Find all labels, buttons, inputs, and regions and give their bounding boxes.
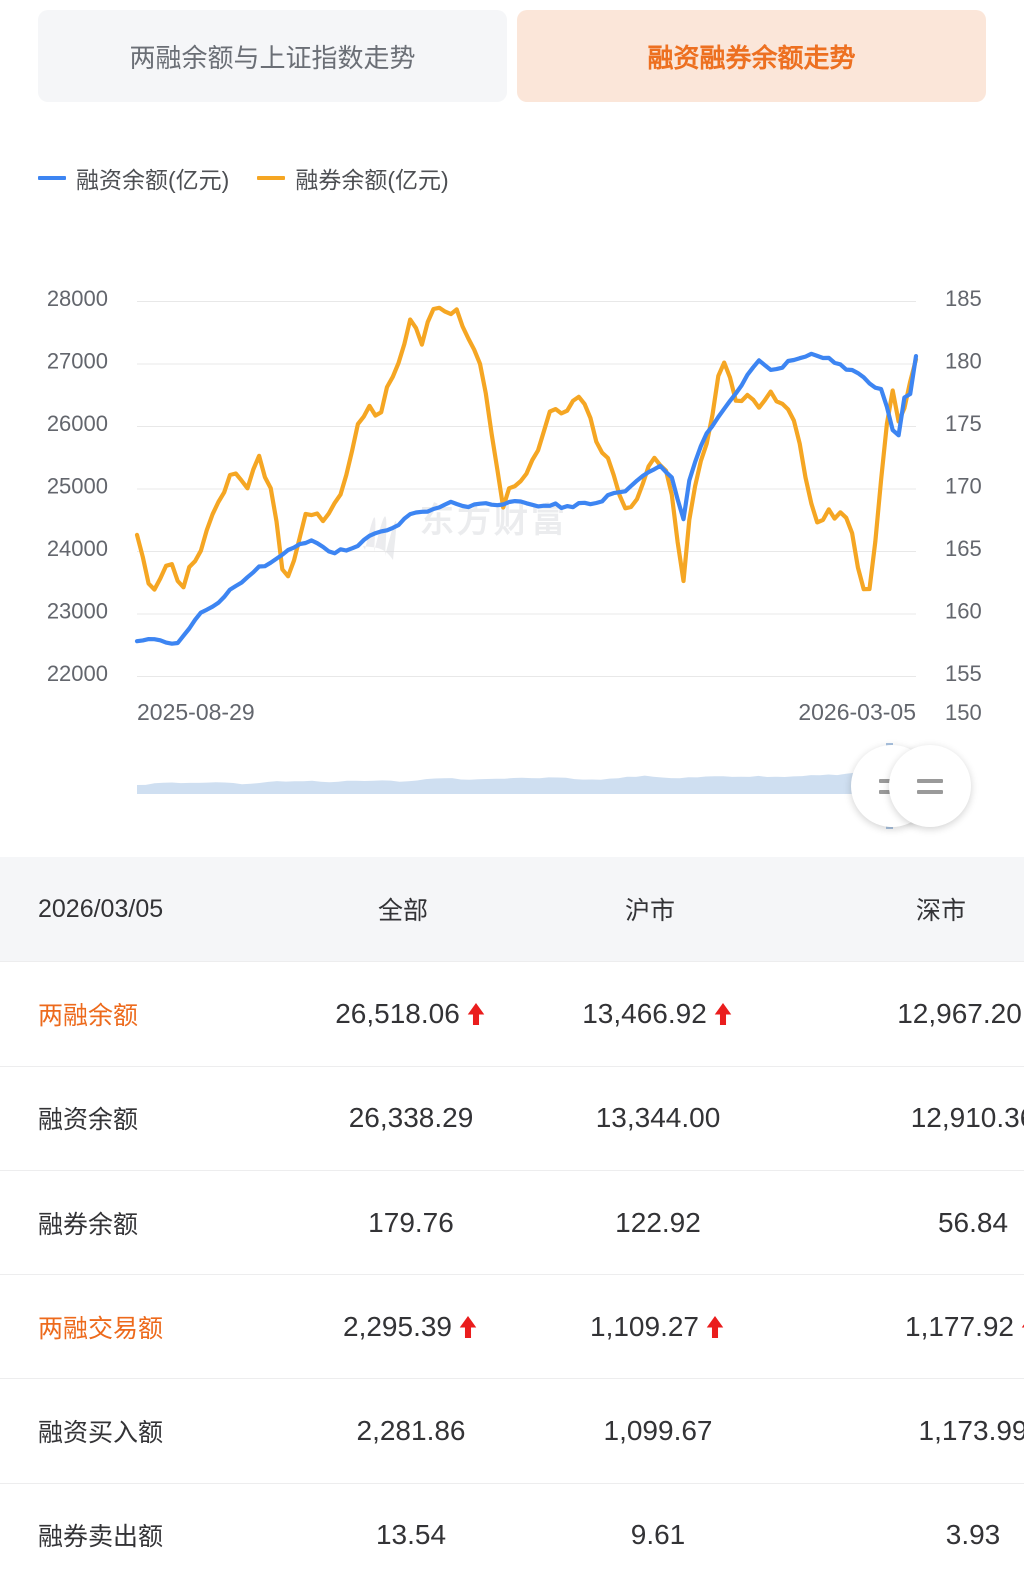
- svg-text:22000: 22000: [47, 661, 108, 686]
- svg-text:175: 175: [945, 411, 982, 436]
- svg-text:24000: 24000: [47, 536, 108, 561]
- svg-text:170: 170: [945, 474, 982, 499]
- svg-text:155: 155: [945, 661, 982, 686]
- svg-text:27000: 27000: [47, 349, 108, 374]
- svg-text:28000: 28000: [47, 286, 108, 311]
- svg-text:26000: 26000: [47, 411, 108, 436]
- svg-text:23000: 23000: [47, 599, 108, 624]
- svg-text:160: 160: [945, 599, 982, 624]
- svg-text:165: 165: [945, 536, 982, 561]
- svg-text:180: 180: [945, 349, 982, 374]
- svg-text:25000: 25000: [47, 474, 108, 499]
- svg-text:185: 185: [945, 286, 982, 311]
